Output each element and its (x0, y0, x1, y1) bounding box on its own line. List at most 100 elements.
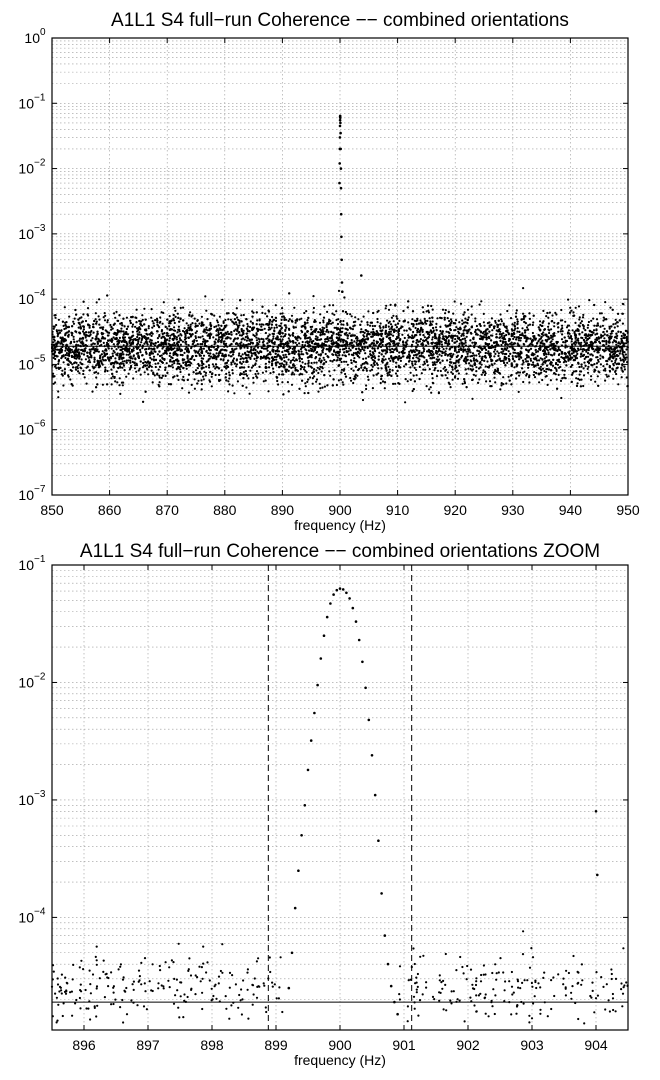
noise-point (351, 334, 354, 337)
noise-point (225, 312, 229, 315)
noise-point (255, 332, 258, 335)
noise-point (561, 324, 564, 327)
noise-point (193, 349, 196, 352)
noise-point (415, 323, 418, 326)
noise-point (329, 359, 332, 362)
noise-point (362, 315, 365, 318)
noise-point (434, 337, 437, 340)
noise-point (587, 371, 590, 374)
noise-point (143, 307, 146, 310)
noise-point (160, 330, 163, 333)
noise-point (218, 379, 221, 383)
noise-point (345, 360, 348, 363)
noise-point (572, 370, 576, 373)
noise-point (480, 373, 483, 376)
noise-point (243, 373, 246, 376)
noise-point (441, 330, 444, 333)
noise-point (53, 375, 56, 378)
noise-point (155, 317, 159, 320)
noise-point (413, 319, 416, 322)
noise-point (168, 344, 171, 347)
noise-point (484, 365, 487, 368)
noise-point (362, 342, 365, 345)
noise-point (448, 319, 451, 323)
noise-point (193, 387, 196, 390)
noise-point (346, 323, 349, 326)
noise-point (495, 333, 498, 336)
noise-point (283, 360, 286, 363)
noise-point (55, 323, 58, 327)
noise-point (546, 383, 549, 386)
noise-point (531, 331, 535, 335)
noise-point (610, 347, 613, 350)
noise-point (151, 320, 154, 323)
noise-point (217, 355, 220, 358)
noise-point (472, 359, 475, 362)
noise-point (503, 334, 506, 337)
noise-point (598, 340, 601, 343)
noise-point (231, 320, 234, 323)
noise-point (262, 380, 265, 383)
noise-point (476, 328, 479, 331)
noise-point (547, 328, 550, 331)
noise-point (268, 333, 271, 336)
noise-point (200, 315, 203, 318)
noise-point (292, 334, 295, 337)
noise-point (516, 342, 519, 345)
noise-point (581, 350, 584, 353)
noise-point (167, 334, 170, 337)
noise-point (523, 329, 526, 332)
noise-point (431, 381, 434, 384)
noise-point (527, 366, 530, 369)
noise-point (275, 355, 278, 358)
noise-point (396, 317, 399, 320)
noise-point (72, 338, 75, 341)
noise-point (431, 361, 434, 364)
noise-point (241, 337, 245, 340)
noise-point (537, 364, 540, 367)
noise-point (392, 314, 395, 317)
noise-point (256, 319, 259, 322)
noise-point (587, 320, 591, 324)
top-chart: A1L1 S4 full−run Coherence −− combined o… (18, 10, 639, 533)
noise-point (94, 312, 97, 315)
noise-point (495, 329, 498, 332)
noise-point (430, 330, 433, 333)
noise-point (314, 329, 317, 332)
noise-point (294, 326, 297, 329)
noise-point (242, 371, 245, 374)
noise-point (438, 333, 441, 336)
noise-point (444, 352, 447, 356)
noise-point (433, 356, 436, 359)
noise-point (328, 370, 331, 373)
noise-point (595, 356, 598, 359)
noise-point (169, 383, 172, 386)
noise-point (202, 375, 205, 378)
noise-point (306, 380, 309, 383)
noise-point (289, 361, 292, 364)
noise-point (245, 318, 248, 321)
noise-point (456, 377, 460, 380)
noise-point (344, 375, 348, 378)
noise-point (113, 332, 116, 335)
noise-point (215, 347, 218, 351)
noise-point (608, 327, 611, 330)
noise-point (578, 316, 581, 319)
noise-point (132, 338, 135, 341)
noise-point (246, 335, 249, 338)
noise-point (339, 327, 342, 330)
noise-point (464, 339, 467, 342)
noise-point (608, 358, 611, 361)
noise-point (276, 335, 279, 338)
noise-point (262, 340, 265, 343)
noise-point (506, 361, 509, 364)
noise-point (518, 371, 522, 374)
noise-point (603, 337, 606, 340)
noise-point (454, 319, 458, 322)
noise-point (224, 337, 227, 340)
noise-point (178, 362, 181, 365)
noise-point (513, 348, 516, 351)
noise-point (118, 355, 121, 358)
noise-point (119, 365, 122, 368)
noise-point (551, 354, 554, 357)
